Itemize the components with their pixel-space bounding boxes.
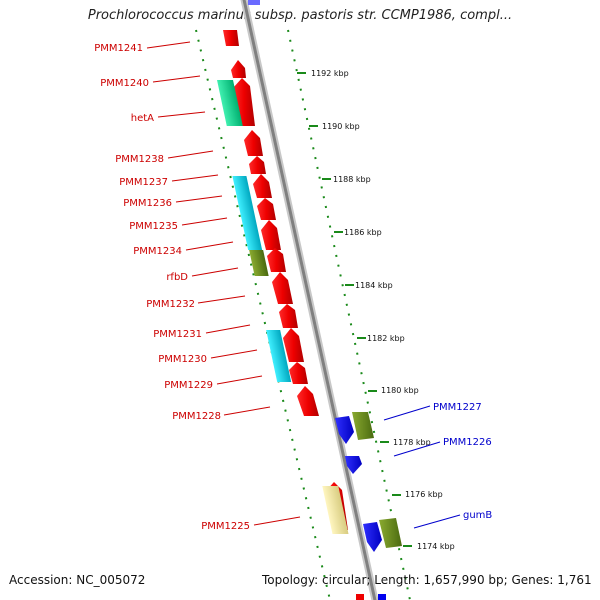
top-stub [248, 0, 260, 5]
gene-label[interactable]: PMM1229 [164, 380, 213, 391]
cds-arrow [261, 220, 281, 250]
gene-label[interactable]: PMM1235 [129, 221, 178, 232]
scale-label: 1192 kbp [311, 69, 349, 78]
leader-line [223, 406, 271, 416]
scale-label: 1174 kbp [417, 542, 455, 551]
right-track-guide [287, 29, 411, 600]
right-leader-lines [383, 405, 461, 529]
leader-line [171, 174, 219, 182]
gene-label[interactable]: PMM1241 [94, 43, 143, 54]
leader-line [181, 217, 228, 226]
scale-label: 1178 kbp [393, 438, 431, 447]
gene-label[interactable]: PMM1230 [158, 354, 207, 365]
cog-block-PMM1236 [232, 176, 263, 250]
cds-arrow [283, 328, 304, 362]
leader-line [157, 111, 206, 118]
cds-arrow [253, 174, 272, 198]
leader-line [210, 349, 258, 359]
gene-label[interactable]: PMM1236 [123, 198, 172, 209]
cds-arrow [335, 416, 354, 444]
bottom-stub-red [356, 594, 364, 600]
leader-line [146, 41, 191, 49]
cds-arrow [289, 362, 308, 384]
genome-info-text: Topology: circular; Length: 1,657,990 bp… [262, 573, 592, 587]
scale-labels: 1192 kbp 1190 kbp 1188 kbp 1186 kbp 1184… [311, 69, 455, 551]
scale-label: 1182 kbp [367, 334, 405, 343]
cds-arrow [267, 248, 286, 272]
cds-arrow [279, 304, 298, 328]
leader-line [383, 405, 431, 421]
gene-label[interactable]: PMM1226 [443, 437, 492, 448]
leader-line [197, 295, 246, 304]
backbone [242, 0, 377, 600]
cds-arrow [244, 130, 263, 156]
scale-label: 1190 kbp [322, 122, 360, 131]
cog-block-PMM1230 [266, 330, 292, 382]
cds-arrow [297, 386, 319, 416]
leader-line [191, 267, 239, 277]
reverse-cds-track [335, 412, 402, 552]
leader-line [216, 375, 263, 385]
cds-arrow [257, 198, 276, 220]
scale-label: 1186 kbp [344, 228, 382, 237]
map-title: Prochlorococcus marinus subsp. pastoris … [87, 8, 513, 23]
scale-ticks [297, 72, 412, 547]
scale-label: 1180 kbp [381, 386, 419, 395]
leader-line [205, 324, 251, 334]
scale-label: 1184 kbp [355, 281, 393, 290]
cds-arrow [345, 456, 362, 474]
gene-label[interactable]: rfbD [166, 272, 188, 283]
gene-label[interactable]: PMM1234 [133, 246, 182, 257]
cog-block-rfbD [249, 250, 269, 276]
gene-label[interactable]: PMM1240 [100, 78, 149, 89]
cog-blocks [217, 80, 349, 534]
leader-line [152, 75, 201, 83]
leader-line [185, 241, 234, 251]
gene-label[interactable]: PMM1231 [153, 329, 202, 340]
cds-arrow [272, 272, 293, 304]
cog-block-PMM1227 [352, 412, 374, 440]
gene-label[interactable]: PMM1238 [115, 154, 164, 165]
gene-label[interactable]: PMM1225 [201, 521, 250, 532]
left-gene-labels: PMM1241 PMM1240 hetA PMM1238 PMM1237 PMM… [94, 43, 250, 532]
cds-arrow [223, 30, 239, 46]
gene-label[interactable]: PMM1228 [172, 411, 221, 422]
left-leader-lines [146, 41, 301, 526]
scale-label: 1188 kbp [333, 175, 371, 184]
gene-label[interactable]: gumB [463, 510, 492, 521]
gene-label[interactable]: hetA [131, 113, 154, 124]
accession-text: Accession: NC_005072 [9, 573, 146, 587]
gene-label[interactable]: PMM1237 [119, 177, 168, 188]
cog-block-PMM1225 [322, 486, 349, 534]
leader-line [393, 441, 441, 457]
gene-label[interactable]: PMM1227 [433, 402, 482, 413]
gene-label[interactable]: PMM1232 [146, 299, 195, 310]
cog-block-gumB [379, 518, 402, 548]
cds-arrow [231, 60, 246, 78]
leader-line [253, 516, 301, 526]
scale-label: 1176 kbp [405, 490, 443, 499]
leader-line [413, 514, 461, 529]
bottom-stub-blue [378, 594, 386, 600]
cds-arrow [363, 522, 382, 552]
leader-line [175, 195, 223, 203]
forward-cds-track [223, 30, 348, 530]
leader-line [167, 150, 214, 159]
cds-arrow [249, 156, 266, 174]
cog-block-hetA [217, 80, 243, 126]
right-gene-labels: PMM1227 PMM1226 gumB [433, 402, 492, 521]
